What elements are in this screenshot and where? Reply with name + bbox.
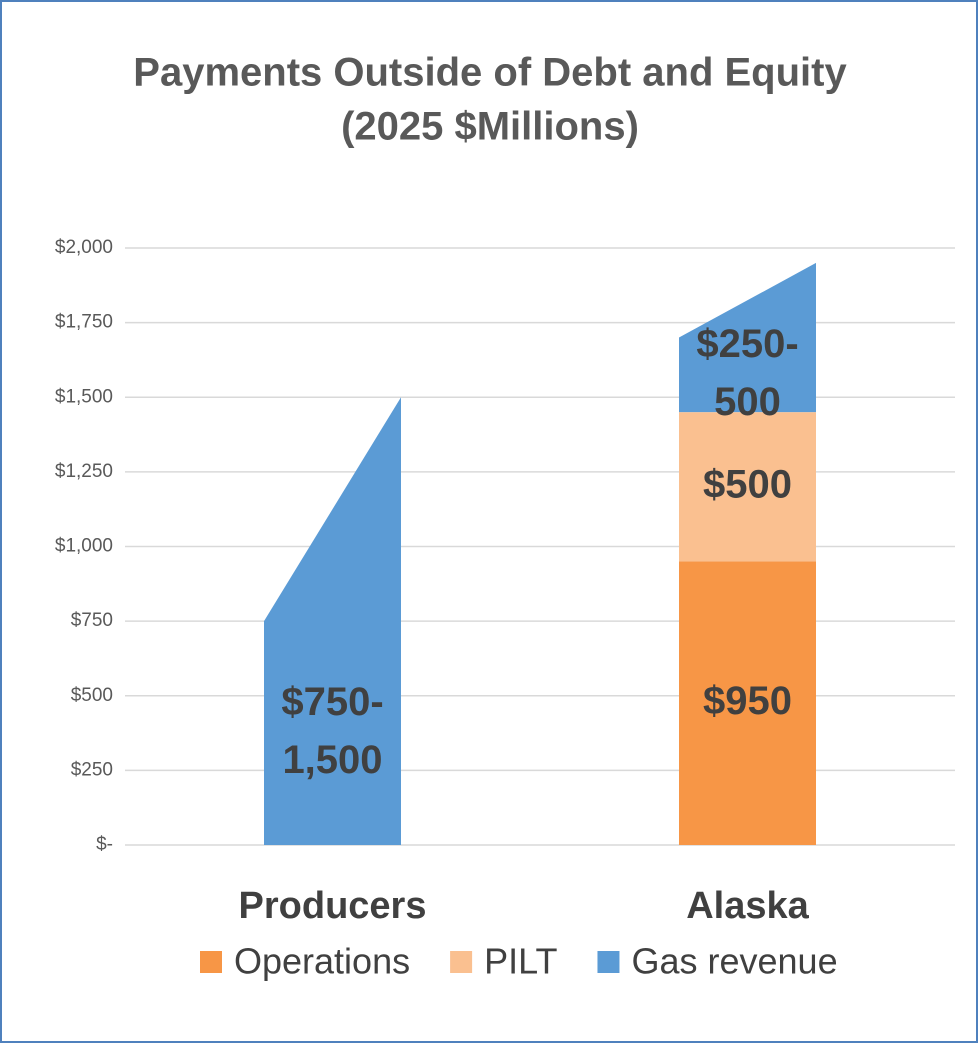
range-bar [264, 397, 401, 845]
chart-subtitle: (2025 $Millions) [341, 105, 639, 149]
y-tick-label: $500 [71, 685, 113, 706]
y-tick-label: $1,000 [55, 536, 113, 557]
y-tick-label: $2,000 [55, 237, 113, 258]
x-tick-label: Alaska [686, 885, 809, 927]
legend-label: Operations [234, 941, 410, 982]
value-label: $250-500 [696, 321, 798, 423]
y-tick-label: $1,750 [55, 312, 113, 333]
y-tick-label: $250 [71, 759, 113, 780]
bar [679, 561, 816, 845]
y-tick-label: $750 [71, 610, 113, 631]
legend-swatch [450, 951, 473, 973]
value-label: $500 [703, 462, 792, 506]
y-tick-label: $1,500 [55, 386, 113, 407]
chart-title: Payments Outside of Debt and Equity [133, 51, 847, 95]
legend-label: PILT [484, 941, 557, 982]
value-label: $750-1,500 [281, 680, 383, 782]
bar [679, 412, 816, 562]
x-tick-label: Producers [239, 885, 427, 927]
legend-swatch [597, 951, 620, 973]
legend-swatch [200, 951, 222, 973]
y-tick-label: $- [96, 834, 113, 855]
y-tick-label: $1,250 [55, 461, 113, 482]
legend-label: Gas revenue [631, 941, 837, 982]
value-label: $950 [703, 679, 792, 723]
range-bar [679, 262, 816, 413]
